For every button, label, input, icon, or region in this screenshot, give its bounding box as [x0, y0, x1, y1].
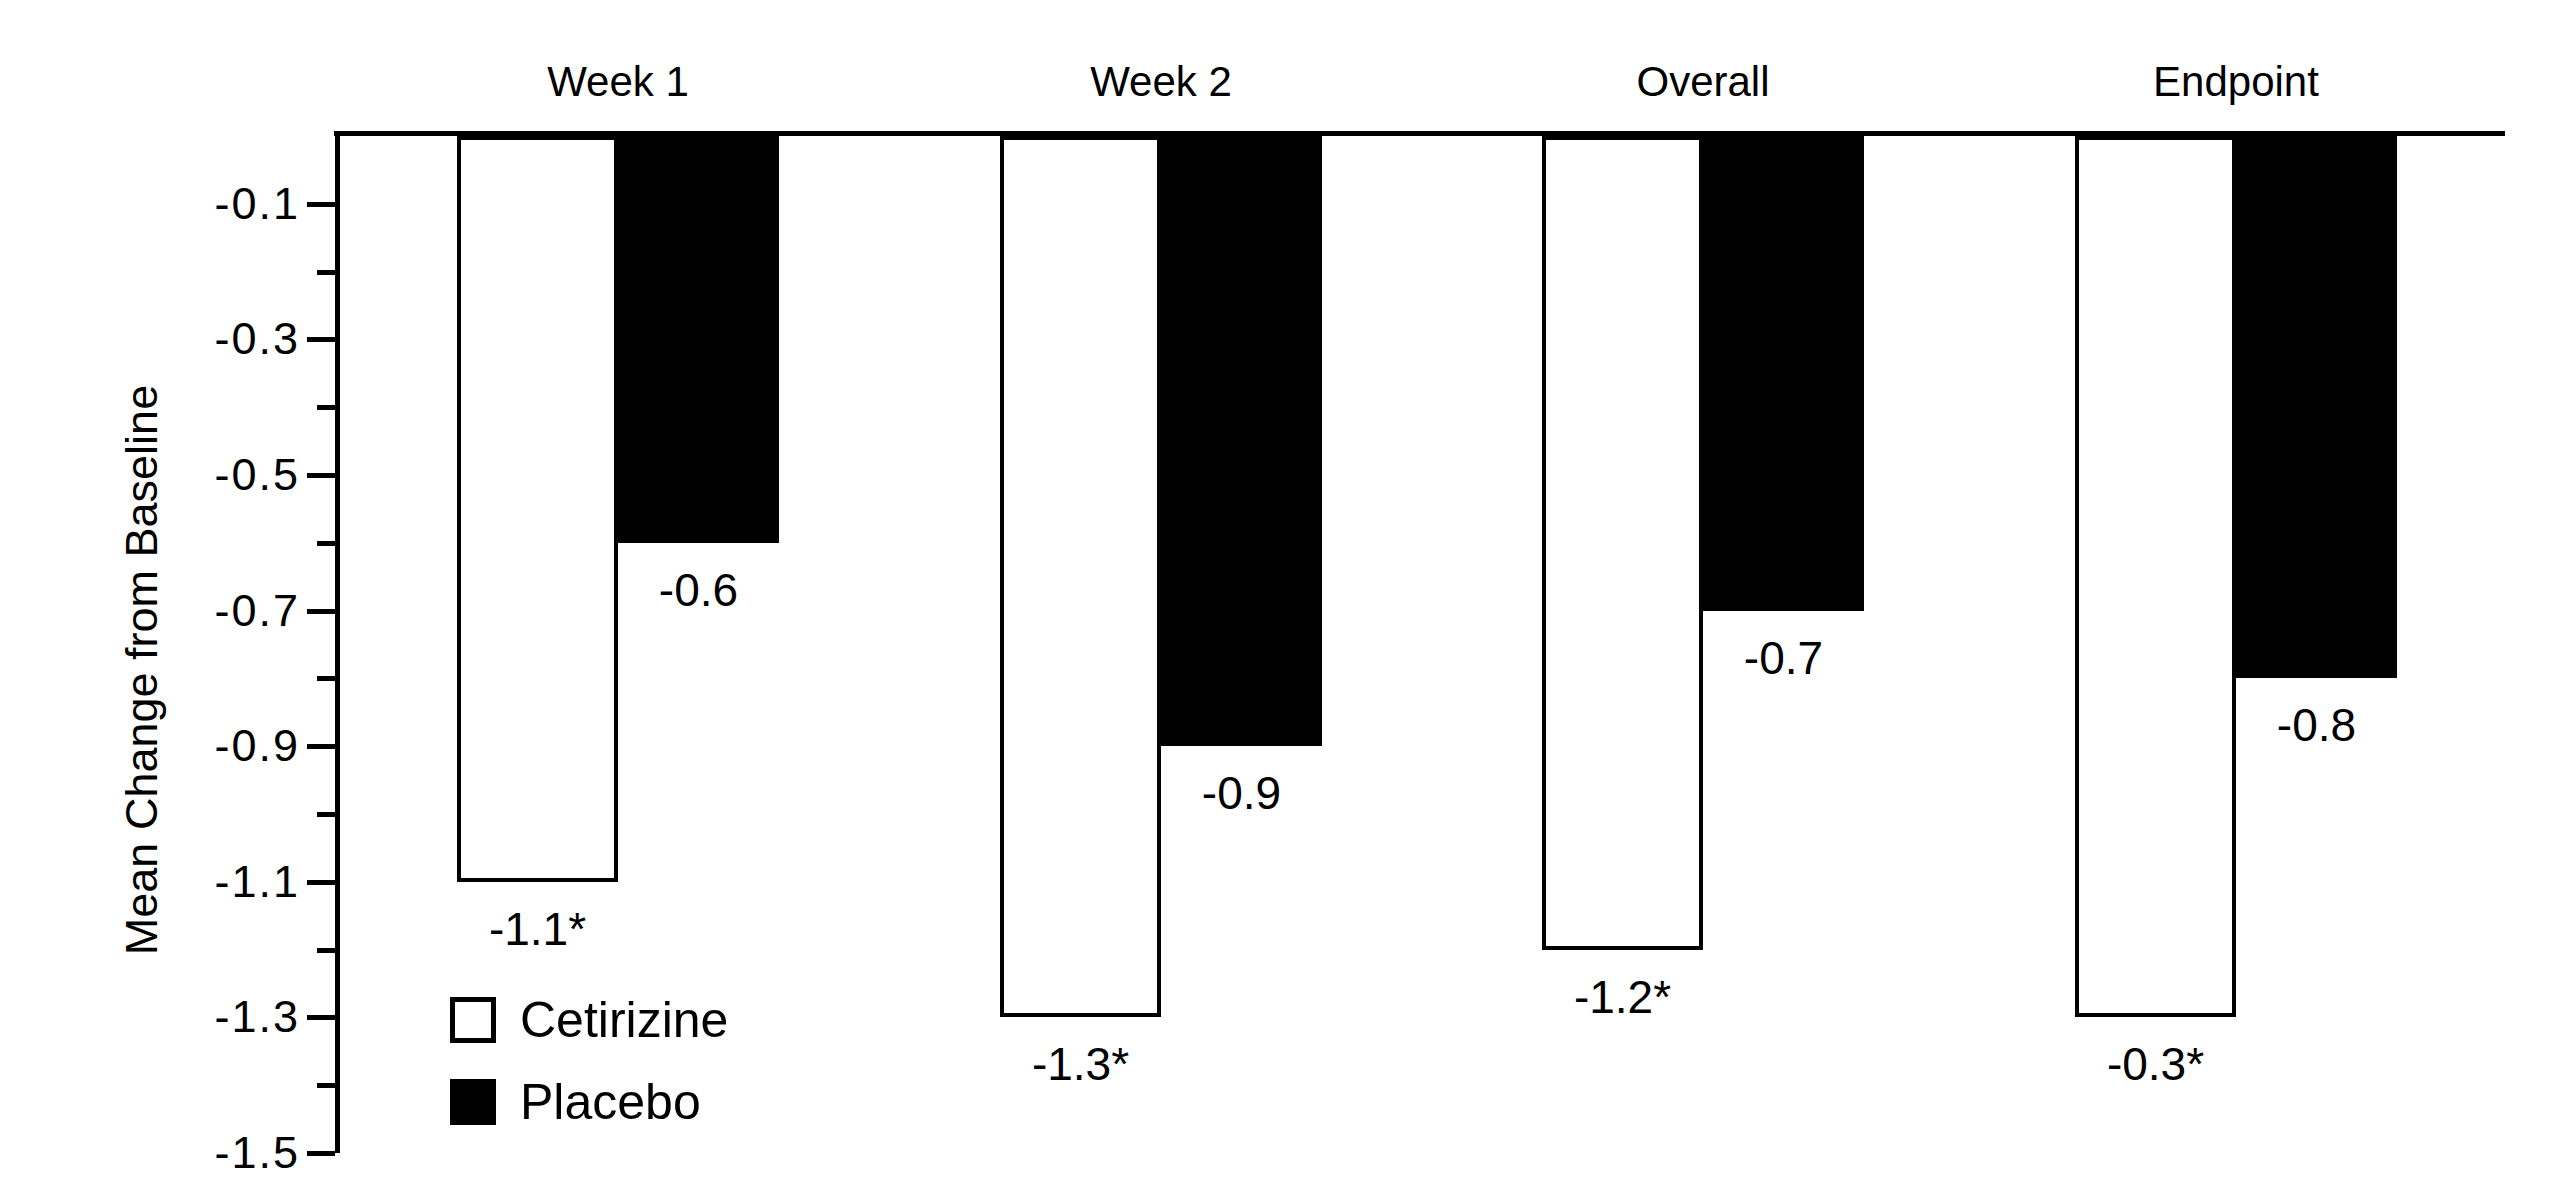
- y-axis-major-tick: [307, 1015, 335, 1020]
- cetirizine-bar-overall: [1542, 136, 1703, 950]
- y-axis-major-tick: [307, 473, 335, 478]
- placebo-bar-value-label: -0.9: [1202, 766, 1281, 820]
- y-axis-major-tick: [307, 202, 335, 207]
- y-axis-minor-tick: [317, 948, 335, 953]
- cetirizine-bar-week-1: [457, 136, 618, 882]
- placebo-bar-overall: [1703, 136, 1864, 611]
- legend-item-placebo: Placebo: [450, 1076, 701, 1128]
- placebo-bar-value-label: -0.7: [1744, 631, 1823, 685]
- cetirizine-bar-endpoint: [2075, 136, 2236, 1017]
- legend-label-cetirizine: Cetirizine: [520, 995, 728, 1045]
- y-axis-major-tick: [307, 609, 335, 614]
- legend-item-cetirizine: Cetirizine: [450, 994, 728, 1046]
- y-axis-tick-label: -1.3: [0, 991, 300, 1043]
- y-axis-major-tick: [307, 337, 335, 342]
- category-header-endpoint: Endpoint: [2153, 58, 2319, 106]
- cetirizine-bar-value-label: -1.1*: [489, 902, 586, 956]
- y-axis-tick-label: -0.3: [0, 313, 300, 365]
- y-axis-tick-label: -1.1: [0, 856, 300, 908]
- placebo-bar-value-label: -0.8: [2277, 698, 2356, 752]
- category-header-week-2: Week 2: [1090, 58, 1232, 106]
- y-axis-minor-tick: [317, 541, 335, 546]
- y-axis-tick-label: -1.5: [0, 1127, 300, 1179]
- placebo-swatch-icon: [450, 1079, 496, 1125]
- y-axis-tick-label: -0.1: [0, 178, 300, 230]
- placebo-bar-week-2: [1161, 136, 1322, 746]
- placebo-bar-week-1: [618, 136, 779, 543]
- y-axis-tick-label: -0.7: [0, 585, 300, 637]
- category-header-week-1: Week 1: [547, 58, 689, 106]
- placebo-bar-endpoint: [2236, 136, 2397, 678]
- y-axis-minor-tick: [317, 812, 335, 817]
- y-axis-minor-tick: [317, 676, 335, 681]
- y-axis-major-tick: [307, 744, 335, 749]
- cetirizine-bar-value-label: -0.3*: [2107, 1037, 2204, 1091]
- y-axis-major-tick: [307, 880, 335, 885]
- cetirizine-bar-value-label: -1.2*: [1574, 970, 1671, 1024]
- legend-label-placebo: Placebo: [520, 1077, 701, 1127]
- cetirizine-swatch-icon: [450, 997, 496, 1043]
- cetirizine-bar-week-2: [1000, 136, 1161, 1017]
- placebo-bar-value-label: -0.6: [659, 563, 738, 617]
- y-axis-major-tick: [307, 1151, 335, 1156]
- y-axis-tick-label: -0.9: [0, 720, 300, 772]
- y-axis-line: [335, 131, 340, 1153]
- cetirizine-bar-value-label: -1.3*: [1032, 1037, 1129, 1091]
- y-axis-minor-tick: [317, 270, 335, 275]
- category-header-overall: Overall: [1636, 58, 1769, 106]
- y-axis-minor-tick: [317, 405, 335, 410]
- y-axis-minor-tick: [317, 1083, 335, 1088]
- bar-chart-figure: Mean Change from Baseline -0.1-0.3-0.5-0…: [0, 0, 2552, 1190]
- y-axis-tick-label: -0.5: [0, 449, 300, 501]
